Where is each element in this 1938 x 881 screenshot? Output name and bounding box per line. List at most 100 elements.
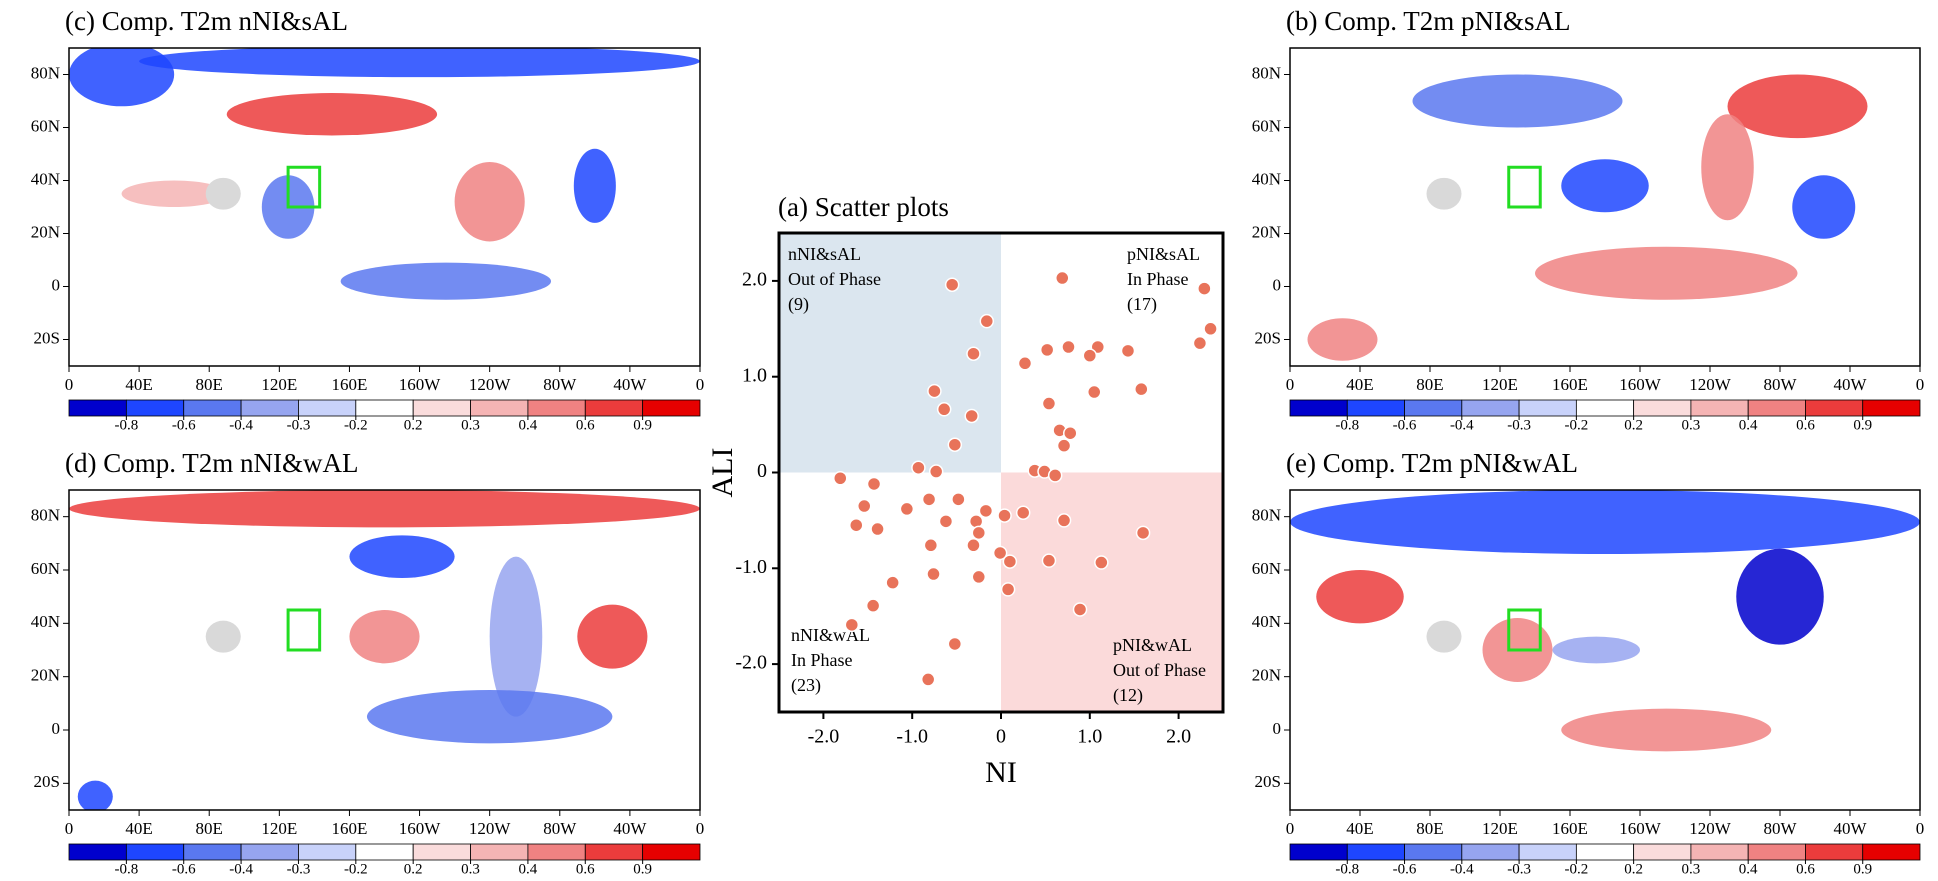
chart-title: (a) Scatter plots [778, 192, 949, 222]
colorbar-box [412, 843, 471, 861]
x-tick-label: -2.0 [808, 726, 840, 748]
colorbar-box [183, 399, 242, 417]
y-tick-label: 60N [31, 116, 60, 135]
x-tick-label: -1.0 [896, 726, 928, 748]
colorbar-label: -0.8 [1335, 861, 1359, 877]
scatter-point [870, 521, 885, 537]
y-tick-label: 20N [31, 222, 60, 241]
y-tick-label: 20N [31, 666, 60, 685]
scatter-point [1041, 396, 1057, 411]
map-panel: (d) Comp. T2m nNI&wAL 0 40E 80E 120E 160E 160W… [31, 448, 705, 877]
anomaly-region [69, 490, 700, 528]
scatter-point [849, 517, 864, 533]
colorbar-box [355, 399, 414, 417]
map-panel: (c) Comp. T2m nNI&sAL 0 40E 80E 120E 160E 160W… [31, 6, 705, 433]
colorbar-box [1404, 399, 1463, 417]
x-tick-label: 120E [261, 819, 297, 838]
x-tick-label: 160E [1552, 375, 1588, 394]
colorbar-label: 0.6 [576, 417, 595, 433]
colorbar-label: 0.2 [1624, 861, 1643, 877]
colorbar-box [1633, 399, 1692, 417]
y-tick-label: 80N [1252, 506, 1281, 525]
x-tick-label: 120E [261, 375, 297, 394]
anomaly-region [454, 161, 525, 242]
masked-terrain [1426, 620, 1462, 653]
scatter-point [866, 476, 882, 492]
x-tick-label: 40E [1346, 375, 1373, 394]
scatter-point [911, 460, 926, 475]
colorbar-box [1461, 843, 1520, 861]
y-tick-label: 2.0 [742, 268, 767, 290]
colorbar-box [1862, 399, 1921, 417]
colorbar-label: -0.6 [1393, 417, 1417, 433]
y-tick-label: 80N [31, 63, 60, 82]
scatter-point [951, 492, 966, 507]
x-tick-label: 40E [125, 375, 152, 394]
scatter-point [865, 598, 881, 613]
colorbar-label: 0.6 [1796, 861, 1815, 877]
x-tick-label: 160W [399, 819, 442, 838]
colorbar-label: 0.3 [461, 417, 480, 433]
region-box [286, 165, 322, 209]
colorbar-label: -0.8 [1335, 417, 1359, 433]
anomaly-region [1307, 318, 1378, 361]
x-tick-label: 1.0 [1077, 726, 1102, 748]
colorbar-label: 0.9 [1853, 417, 1872, 433]
region-box [1507, 165, 1542, 209]
colorbar-label: -0.8 [114, 861, 138, 877]
x-tick-label: 0 [1286, 819, 1295, 838]
y-tick-label: -1.0 [735, 556, 767, 578]
scatter-point [923, 538, 939, 553]
colorbar-box [1575, 843, 1635, 861]
scatter-point [921, 492, 937, 507]
colorbar-label: 0.4 [519, 861, 538, 877]
colorbar-box [68, 399, 127, 417]
scatter-point [947, 437, 963, 452]
x-tick-label: 40E [125, 819, 152, 838]
x-tick-label: 120E [1482, 375, 1518, 394]
x-tick-label: 0 [1286, 375, 1295, 394]
colorbar-box [584, 399, 644, 417]
x-tick-label: 80W [1763, 819, 1797, 838]
colorbar-box [642, 399, 701, 417]
scatter-point [938, 514, 954, 529]
scatter-point [1094, 555, 1109, 570]
x-tick-label: 120W [469, 375, 512, 394]
scatter-point [971, 569, 987, 585]
y-tick-label: 20S [1255, 328, 1281, 347]
colorbar-label: -0.4 [1450, 861, 1474, 877]
colorbar-label: -0.2 [344, 861, 368, 877]
anomaly-region [1290, 490, 1920, 554]
plot-frame [777, 231, 1225, 714]
scatter-point [992, 545, 1008, 561]
colorbar-label: -0.3 [1507, 417, 1531, 433]
scatter-point [885, 575, 900, 590]
colorbar-box [1346, 399, 1405, 417]
scatter-point [979, 313, 995, 329]
colorbar-box [1690, 843, 1749, 861]
colorbar-label: -0.4 [1450, 417, 1474, 433]
y-tick-label: 20N [1252, 666, 1281, 685]
map-field [1290, 490, 1920, 752]
colorbar-box [1289, 399, 1348, 417]
scatter-point [966, 346, 981, 361]
quadrant-annotation: (12) [1113, 685, 1143, 706]
x-tick-label: 120W [1689, 819, 1732, 838]
colorbar-label: -0.2 [1564, 417, 1588, 433]
colorbar-label: 0.2 [1624, 417, 1643, 433]
anomaly-region [1736, 548, 1824, 645]
scatter-point [966, 538, 981, 553]
quadrant-annotation: pNI&wAL [1113, 635, 1192, 655]
colorbar-box [240, 843, 299, 861]
anomaly-region [226, 93, 438, 136]
map-field [69, 48, 700, 300]
x-tick-label: 40E [1346, 819, 1373, 838]
scatter-point [997, 508, 1012, 523]
x-tick-label: 40W [1833, 375, 1867, 394]
colorbar-label: 0.2 [404, 417, 423, 433]
quadrant-annotation: (17) [1127, 294, 1157, 315]
scatter-point [844, 617, 860, 633]
region-box [1507, 608, 1542, 652]
colorbar-box [1862, 843, 1921, 861]
anomaly-region [121, 180, 227, 207]
